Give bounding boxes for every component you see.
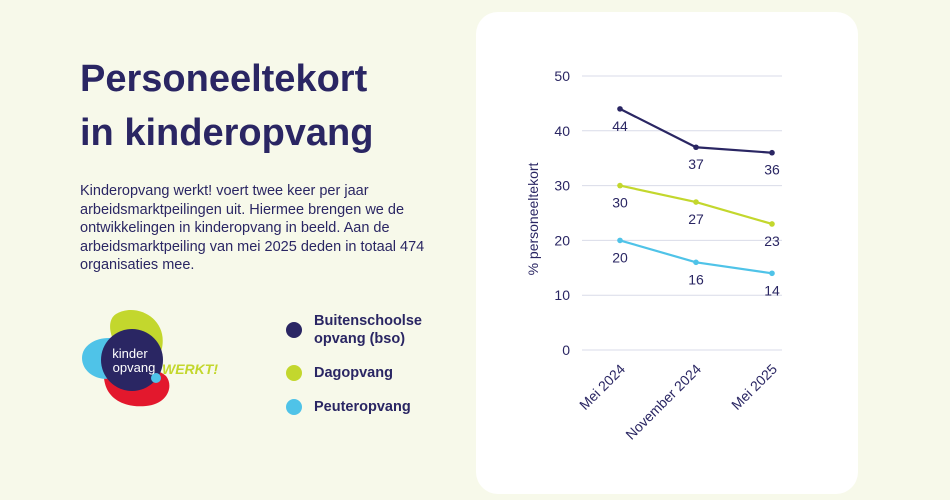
legend-label-dagopvang: Dagopvang (314, 365, 393, 381)
logo-navy-circle (101, 329, 163, 391)
data-label-peuteropvang-2: 14 (764, 282, 780, 298)
data-label-bso-1: 37 (688, 156, 704, 172)
data-label-peuteropvang-1: 16 (688, 271, 704, 287)
y-tick-label-40: 40 (554, 123, 570, 139)
logo-text-opvang: opvang (113, 360, 156, 375)
y-axis-label: % personeeltekort (525, 162, 541, 275)
legend-item-peuteropvang: Peuteropvang (286, 398, 466, 416)
data-point-bso-1 (693, 144, 699, 151)
legend-label-bso-line-2: opvang (bso) (314, 331, 406, 347)
data-label-dagopvang-2: 23 (764, 233, 780, 249)
data-point-peuteropvang-0 (617, 237, 623, 244)
legend-dot-dagopvang (286, 365, 302, 381)
logo-text-kinder: kinder (112, 346, 148, 361)
data-label-peuteropvang-0: 20 (612, 249, 628, 265)
kinderopvang-werkt-logo: kinder opvang WERKT! (82, 309, 218, 407)
chart-legend: Buitenschoolse opvang (bso) Dagopvang Pe… (286, 312, 466, 416)
title-line-2: in kinderopvang (80, 112, 374, 154)
page-title: Personeeltekort in kinderopvang (80, 52, 460, 160)
y-tick-label-50: 50 (554, 68, 570, 84)
intro-text: Kinderopvang werkt! voert twee keer per … (80, 183, 425, 273)
legend-item-bso: Buitenschoolse opvang (bso) (286, 312, 466, 348)
data-label-dagopvang-0: 30 (612, 195, 628, 211)
y-tick-label-10: 10 (554, 287, 570, 303)
data-label-dagopvang-1: 27 (688, 211, 704, 227)
y-tick-label-30: 30 (554, 178, 570, 194)
data-label-bso-2: 36 (764, 162, 780, 178)
legend-label-bso-line-1: Buitenschoolse (314, 313, 422, 329)
data-point-peuteropvang-1 (693, 259, 699, 266)
legend-item-dagopvang: Dagopvang (286, 364, 466, 382)
y-tick-label-0: 0 (562, 342, 570, 358)
data-point-dagopvang-2 (769, 221, 775, 227)
legend-label-peuteropvang: Peuteropvang (314, 399, 411, 415)
line-chart: 0 10 20 30 40 50 % personeeltekort Mei 2024Nove… (525, 68, 782, 443)
x-tick-label-1: November 2024 (622, 361, 704, 443)
data-point-peuteropvang-2 (769, 270, 775, 277)
y-tick-label-20: 20 (554, 232, 570, 248)
chart-card: 0 10 20 30 40 50 % personeeltekort Mei 2024 Nove… (476, 12, 858, 494)
logo-small-blue-dot (151, 373, 161, 383)
x-tick-label-0: Mei 2024 (576, 361, 628, 413)
data-label-bso-0: 44 (612, 118, 628, 134)
data-point-dagopvang-1 (693, 199, 699, 205)
data-point-bso-0 (617, 106, 623, 112)
legend-dot-bso (286, 322, 302, 338)
data-point-dagopvang-0 (617, 182, 623, 189)
legend-dot-peuteropvang (286, 399, 302, 415)
logo-text-werkt: WERKT! (162, 361, 218, 377)
x-tick-label-2: Mei 2025 (728, 361, 780, 413)
title-line-1: Personeeltekort (80, 58, 368, 100)
data-point-bso-2 (769, 149, 775, 156)
series-line-peuteropvang (619, 239, 773, 275)
